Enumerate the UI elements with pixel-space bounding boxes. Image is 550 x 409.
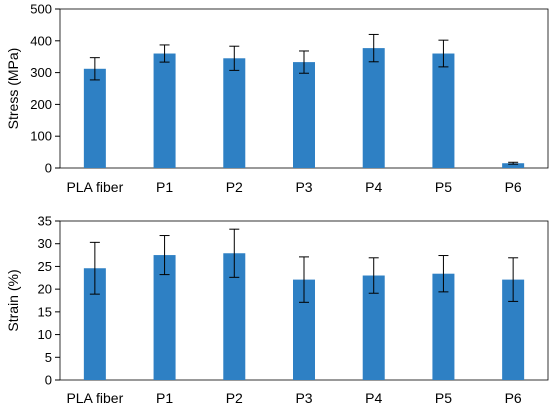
stress-bar-2 <box>223 58 246 168</box>
stress-bar-0 <box>83 68 106 168</box>
strain-x-tick-label: P6 <box>505 390 522 406</box>
strain-y-tick-label: 35 <box>38 214 52 229</box>
stress-y-tick-label: 500 <box>30 2 52 17</box>
strain-bar-3 <box>293 279 315 380</box>
stress-bar-3 <box>293 62 315 168</box>
strain-x-tick-label: P1 <box>156 390 173 406</box>
stress-x-tick-label: P2 <box>226 179 243 195</box>
strain-y-tick-label: 10 <box>38 327 52 342</box>
stress-x-tick-label: P1 <box>156 179 173 195</box>
strain-bar-4 <box>362 275 385 380</box>
strain-x-tick-label: P3 <box>295 390 312 406</box>
stress-y-tick-label: 0 <box>45 161 52 176</box>
stress-x-tick-label: P6 <box>505 179 522 195</box>
stress-x-tick-label: PLA fiber <box>66 179 123 195</box>
stress-y-axis-title: Stress (MPa) <box>5 48 21 130</box>
strain-y-tick-label: 15 <box>38 304 52 319</box>
stress-bar-5 <box>432 53 455 168</box>
strain-x-tick-label: P5 <box>435 390 452 406</box>
strain-y-tick-label: 30 <box>38 236 52 251</box>
strain-y-tick-label: 20 <box>38 282 52 297</box>
stress-y-tick-label: 100 <box>30 129 52 144</box>
strain-bar-6 <box>502 279 525 380</box>
strain-y-tick-label: 25 <box>38 259 52 274</box>
strain-bar-0 <box>83 268 106 380</box>
stress-x-tick-label: P4 <box>365 179 382 195</box>
stress-y-tick-label: 400 <box>30 33 52 48</box>
stress-y-tick-label: 200 <box>30 97 52 112</box>
stress-x-tick-label: P3 <box>295 179 312 195</box>
strain-x-tick-label: P2 <box>226 390 243 406</box>
stress-bar-6 <box>502 163 525 168</box>
strain-x-tick-label: P4 <box>365 390 382 406</box>
strain-bar-1 <box>153 255 176 380</box>
stress-x-tick-label: P5 <box>435 179 452 195</box>
stress-chart: 0 100 200 300 400 500 Stress (MPa) PLA fiber P1 P… <box>5 2 549 195</box>
strain-y-tick-label: 5 <box>45 350 52 365</box>
stress-bar-1 <box>153 53 176 168</box>
strain-y-tick-label: 0 <box>45 373 52 388</box>
strain-chart: 0 5 10 15 20 25 30 35 Strain (%) PLA fiber P1 P2 P3 P… <box>5 214 549 406</box>
stress-bar-4 <box>362 48 385 168</box>
strain-y-axis-title: Strain (%) <box>5 269 21 331</box>
strain-bar-5 <box>432 273 455 380</box>
stress-y-tick-label: 300 <box>30 65 52 80</box>
strain-x-tick-label: PLA fiber <box>66 390 123 406</box>
strain-bar-2 <box>223 253 246 380</box>
